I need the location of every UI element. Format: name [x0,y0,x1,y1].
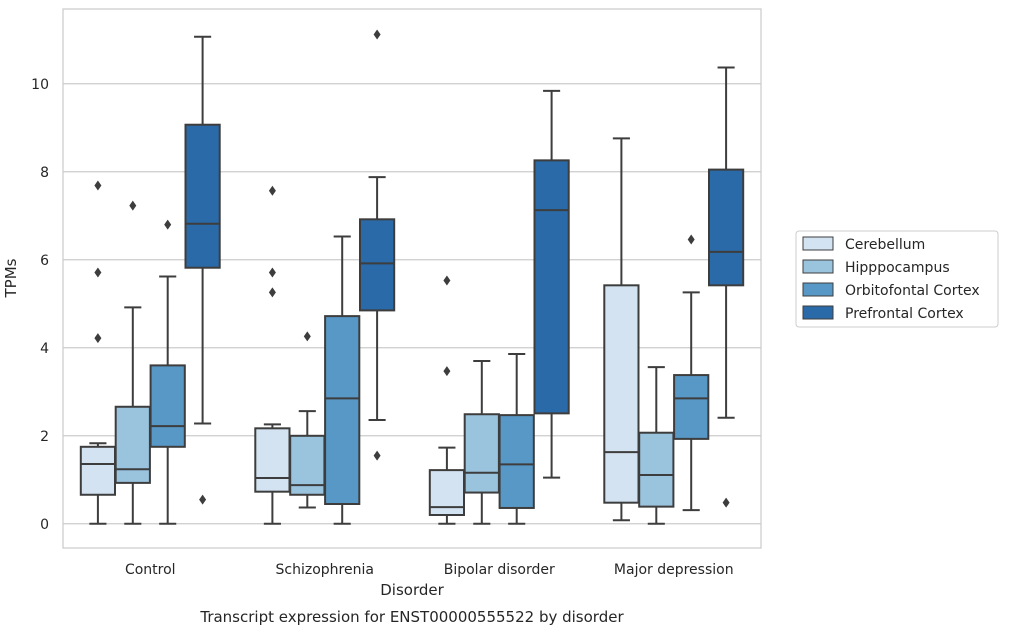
outlier-point [94,267,102,278]
box-group [79,180,117,525]
outlier-point [94,333,102,344]
box [603,284,640,504]
series-hipppocampus [114,200,675,525]
box-group [707,66,745,508]
outlier-point [268,287,276,298]
y-tick-label: 8 [40,165,49,181]
x-tick-label: Bipolar disorder [444,562,555,578]
legend-label: Prefrontal Cortex [845,306,964,322]
legend-swatch [802,305,834,320]
box-group [673,234,710,512]
outlier-point [443,366,451,377]
outlier-point [687,234,695,245]
x-tick-label: Major depression [614,562,734,578]
box [707,168,745,287]
outlier-point [722,497,730,508]
legend-label: Hipppocampus [845,260,950,276]
chart-caption: Transcript expression for ENST0000055552… [199,608,624,626]
y-tick-label: 6 [40,253,49,269]
box-group [463,360,500,525]
outlier-point [443,275,451,286]
box-group [498,352,535,525]
outlier-point [303,331,311,342]
box-plot-series [79,29,745,525]
box [673,374,710,440]
legend: Cerebellum Hipppocampus Orbitofontal Corte… [795,230,999,328]
y-axis-ticks: 0 2 4 6 8 10 [31,77,49,533]
box [358,218,396,312]
box [114,405,151,484]
box [324,315,361,505]
box-group [254,185,291,525]
outlier-point [373,29,381,40]
x-axis-ticks: Control Schizophrenia Bipolar disorder Majo… [125,562,734,578]
box [498,414,535,509]
series-prefrontal-cortex [184,29,745,508]
box-group [603,137,640,522]
series-cerebellum [79,137,640,525]
legend-frame [795,230,999,328]
y-tick-label: 10 [31,77,49,93]
box [184,123,221,269]
plot-frame [62,8,762,549]
box [638,431,675,508]
box-group [149,219,186,525]
outlier-point [164,219,172,230]
x-tick-label: Control [125,562,176,578]
legend-swatch [802,236,834,251]
box-group [428,275,466,525]
outlier-point [199,494,207,505]
outlier-point [129,200,137,211]
y-tick-label: 2 [40,429,49,445]
box [463,413,500,494]
box-group [638,366,675,525]
outlier-point [268,267,276,278]
legend-label: Cerebellum [845,237,925,253]
legend-swatch [802,282,834,297]
box [533,159,570,415]
box [428,469,466,516]
series-orbitofontal-cortex [149,219,710,525]
legend-swatch [802,259,834,274]
x-axis-title: Disorder [380,581,444,599]
box [254,427,291,493]
box-group [289,331,326,509]
y-axis-title: TPMs [2,258,20,298]
box-group [114,200,151,525]
box-group [358,29,396,461]
y-tick-label: 0 [40,517,49,533]
y-tick-label: 4 [40,341,49,357]
box [79,445,117,496]
outlier-point [373,450,381,461]
box-group [324,235,361,525]
box-group [184,35,221,505]
box-group [533,89,570,479]
legend-label: Orbitofontal Cortex [845,283,980,299]
box [149,364,186,448]
x-tick-label: Schizophrenia [276,562,374,578]
outlier-point [268,185,276,196]
outlier-point [94,180,102,191]
